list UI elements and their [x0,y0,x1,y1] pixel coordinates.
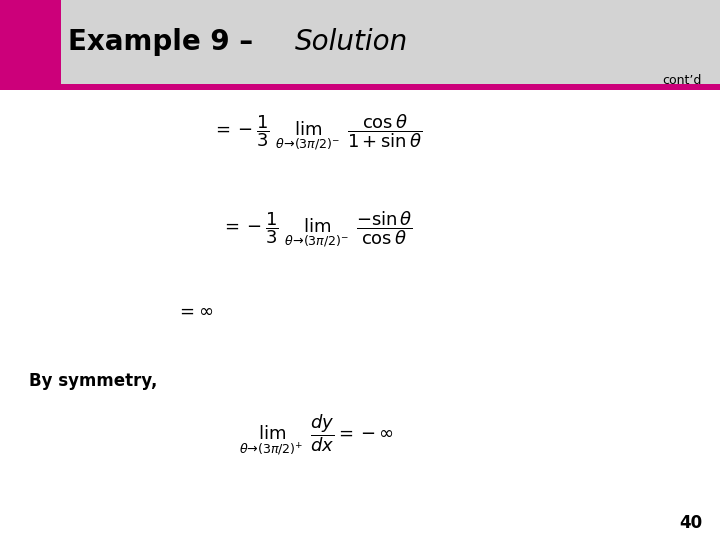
Text: Example 9 –: Example 9 – [68,28,263,56]
Text: 40: 40 [679,514,702,532]
Text: $\lim_{\theta \to (3\pi/2)^+}\ \dfrac{dy}{dx} = -\infty$: $\lim_{\theta \to (3\pi/2)^+}\ \dfrac{dy… [239,412,395,457]
Text: By symmetry,: By symmetry, [29,372,157,390]
Text: cont’d: cont’d [662,75,702,87]
FancyBboxPatch shape [0,84,720,90]
FancyBboxPatch shape [0,0,61,84]
FancyBboxPatch shape [0,0,720,84]
Text: $= -\dfrac{1}{3}\ \lim_{\theta \to (3\pi/2)^-}\ \dfrac{\cos\theta}{1 + \sin\thet: $= -\dfrac{1}{3}\ \lim_{\theta \to (3\pi… [212,112,422,152]
Text: $= -\dfrac{1}{3}\ \lim_{\theta \to (3\pi/2)^-}\ \dfrac{-\sin\theta}{\cos\theta}$: $= -\dfrac{1}{3}\ \lim_{\theta \to (3\pi… [221,210,413,249]
Text: Solution: Solution [295,28,408,56]
Text: $= \infty$: $= \infty$ [176,301,213,320]
